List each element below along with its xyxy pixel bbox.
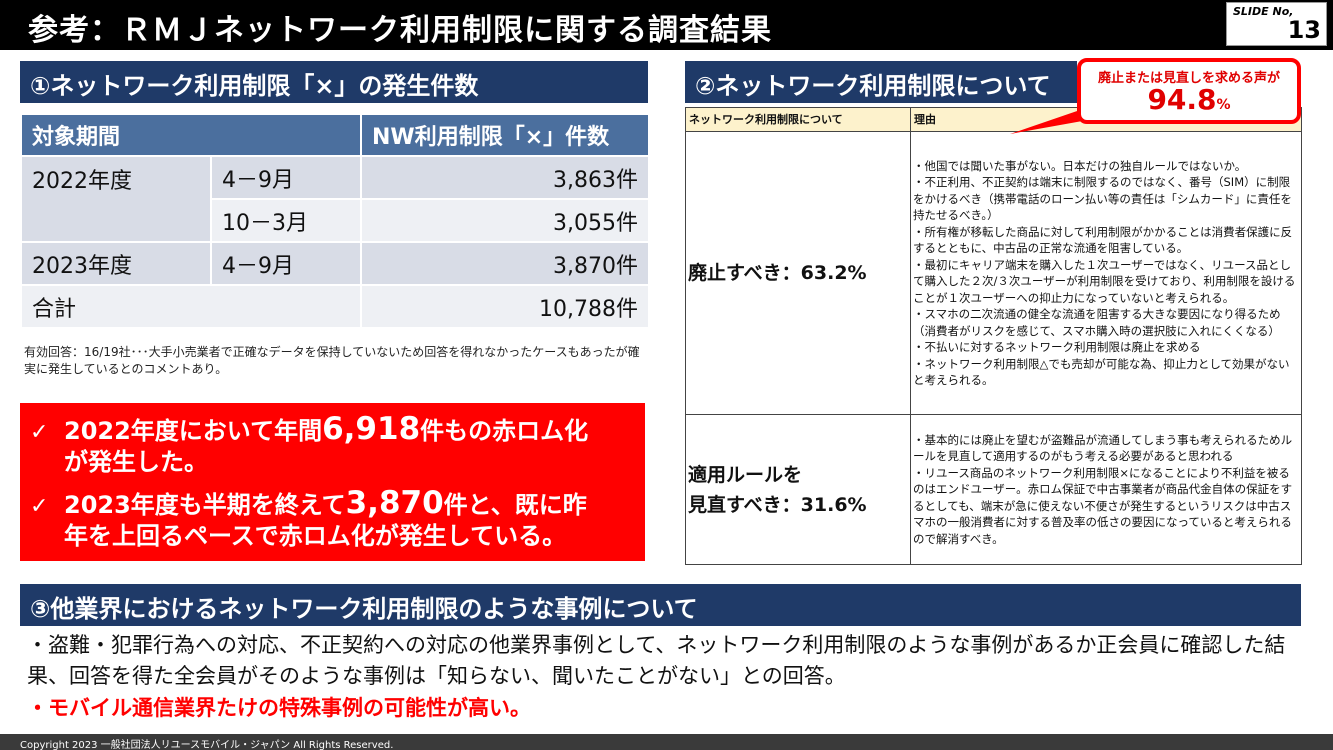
count-cell: 3,863件 (360, 155, 651, 200)
callout-unit: % (1216, 97, 1231, 113)
col-nw-restriction: ネットワーク利用制限について (685, 107, 911, 132)
revise-label-line1: 適用ルールを (688, 463, 803, 486)
col-period: 対象期間 (19, 113, 363, 157)
highlight-line: 年を上回るペースで赤ロム化が発生している。 (64, 522, 567, 550)
highlight-number: 6,918 (322, 411, 421, 447)
reason-item: ・最初にキャリア端末を購入した１次ユーザーではなく、リユース品として購入した２次… (913, 257, 1296, 305)
reason-item: ・スマホの二次流通の健全な流通を阻害する大きな要因になり得るため（消費者がリスク… (913, 307, 1281, 338)
count-cell: 3,055件 (360, 198, 651, 243)
table-row: 廃止すべき：63.2% ・他国では聞いた事がない。日本だけの独自ルールではないか… (685, 131, 1302, 415)
occurrence-table: 対象期間 NW利用制限「×」件数 2022年度 4－9月 3,863件 10－3… (19, 113, 651, 329)
callout-text: 廃止または見直しを求める声が (1097, 71, 1280, 86)
range-cell: 4－9月 (209, 155, 363, 200)
highlight-box: ✓ 2022年度において年間6,918件もの赤ロム化 が発生した。 ✓ 2023年度… (20, 403, 645, 561)
section2-header: ②ネットワーク利用制限について (685, 61, 1077, 103)
table-row: 10－3月 3,055件 (21, 198, 651, 243)
total-label: 合計 (19, 284, 363, 329)
callout-value-line: 94.8% (1081, 83, 1297, 116)
callout-tail (1010, 110, 1088, 134)
range-cell: 10－3月 (209, 198, 363, 243)
reason-item: ・基本的には廃止を望むが盗難品が流通してしまう事も考えられるためルールを見直して… (913, 432, 1293, 464)
title-bar: 参考：ＲＭＪネットワーク利用制限に関する調査結果 SLIDE No, 13 (0, 0, 1333, 50)
reason-item: ・他国では聞いた事がない。日本だけの独自ルールではないか。 (913, 158, 1247, 173)
year-cell: 2022年度 (20, 155, 212, 243)
callout-box: 廃止または見直しを求める声が 94.8% (1077, 58, 1301, 124)
slide-number: 13 (1287, 16, 1321, 44)
section3-header: ③他業界におけるネットワーク利用制限のような事例について (20, 584, 1301, 626)
section3-emphasis: ・モバイル通信業界たけの特殊事例の可能性が高い。 (27, 696, 531, 720)
highlight-line: が発生した。 (64, 448, 208, 476)
year-cell: 2023年度 (20, 241, 212, 286)
slide-number-box: SLIDE No, 13 (1226, 2, 1327, 46)
highlight-text: 2023年度も半期を終えて (64, 491, 346, 519)
response-note: 有効回答：16/19社･･･大手小売業者で正確なデータを保持していないため回答を… (24, 345, 640, 376)
revise-label: 適用ルールを 見直すべき：31.6% (685, 414, 911, 565)
reason-item: ・不払いに対するネットワーク利用制限は廃止を求める (913, 340, 1201, 354)
copyright-footer: Copyright 2023 一般社団法人リユースモバイル・ジャパン All R… (0, 734, 1333, 750)
table-total-row: 合計 10,788件 (19, 284, 651, 329)
highlight-line: ✓ 2023年度も半期を終えて3,870件と、既に昨 (30, 487, 587, 523)
abolish-reasons: ・他国では聞いた事がない。日本だけの独自ルールではないか。 ・不正利用、不正契約… (910, 131, 1302, 415)
highlight-text: 件と、既に昨 (443, 491, 587, 519)
revise-label-line2: 見直すべき：31.6% (688, 493, 867, 516)
table-row: 2023年度 4－9月 3,870件 (20, 241, 651, 286)
revise-reasons: ・基本的には廃止を望むが盗難品が流通してしまう事も考えられるためルールを見直して… (910, 414, 1302, 565)
survey-table: ネットワーク利用制限について 理由 廃止すべき：63.2% ・他国では聞いた事が… (685, 107, 1302, 565)
abolish-label: 廃止すべき：63.2% (685, 131, 911, 415)
total-count: 10,788件 (360, 284, 651, 329)
section3-body: ・盗難・犯罪行為への対応、不正契約への対応の他業界事例として、ネットワーク利用制… (27, 633, 1286, 688)
check-icon: ✓ (30, 420, 49, 445)
col-count: NW利用制限「×」件数 (360, 113, 651, 157)
reason-item: ・不正利用、不正契約は端末に制限するのではなく、番号（SIM）に制限をかけるべき… (913, 175, 1292, 222)
check-icon: ✓ (30, 494, 49, 519)
range-cell: 4－9月 (209, 241, 363, 286)
highlight-text: 2022年度において年間 (64, 417, 323, 445)
page-title: 参考：ＲＭＪネットワーク利用制限に関する調査結果 (28, 13, 772, 48)
highlight-line: ✓ 2022年度において年間6,918件もの赤ロム化 (30, 413, 588, 449)
reason-item: ・所有権が移転した商品に対して利用制限がかかることは消費者保護に反するとともに、… (913, 224, 1293, 256)
section1-header: ①ネットワーク利用制限「×」の発生件数 (20, 61, 648, 103)
highlight-text: 件もの赤ロム化 (420, 417, 589, 445)
slide-number-label: SLIDE No, (1233, 5, 1294, 18)
reason-item: ・ネットワーク利用制限△でも売却が可能な為、抑止力として効果がないと考えられる。 (913, 356, 1290, 388)
table-header-row: 対象期間 NW利用制限「×」件数 (19, 113, 651, 157)
table-row: 2022年度 4－9月 3,863件 (20, 155, 651, 243)
count-cell: 3,870件 (360, 241, 651, 286)
callout-value: 94.8 (1147, 83, 1217, 116)
highlight-number: 3,870 (345, 485, 444, 521)
table-row: 適用ルールを 見直すべき：31.6% ・基本的には廃止を望むが盗難品が流通してし… (685, 414, 1302, 565)
reason-item: ・リユース商品のネットワーク利用制限×になることにより不利益を被るのはエンドユー… (913, 465, 1293, 546)
